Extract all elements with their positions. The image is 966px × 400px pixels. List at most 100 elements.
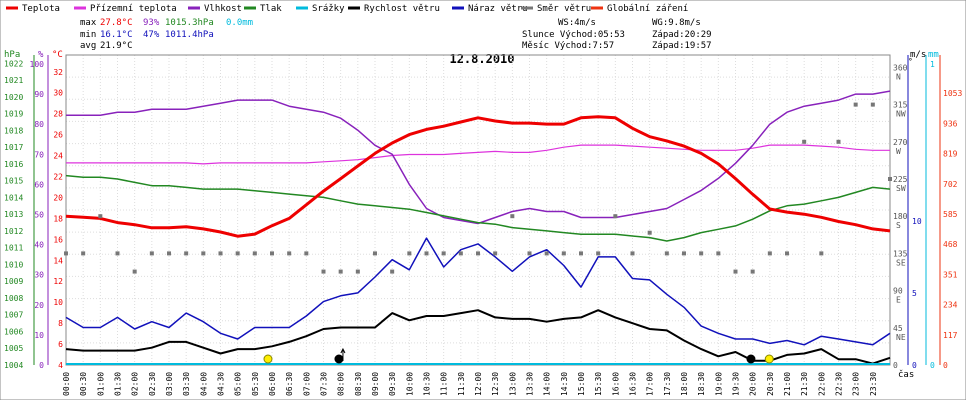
time-tick: 10:00 xyxy=(405,372,414,396)
wind-dir-point xyxy=(424,251,429,256)
time-tick: 02:00 xyxy=(131,372,140,396)
time-tick: 16:30 xyxy=(629,372,638,396)
wind-dir-point xyxy=(304,251,309,256)
time-tick: 00:00 xyxy=(62,372,71,396)
moon-info: Měsíc Východ:7:57 xyxy=(522,41,614,51)
time-tick: 23:00 xyxy=(852,372,861,396)
deg-tick: 180 xyxy=(893,212,908,221)
pct-tick: 40 xyxy=(34,241,44,250)
time-tick: 06:30 xyxy=(285,372,294,396)
pct-tick: 80 xyxy=(34,120,44,129)
time-tick: 23:30 xyxy=(869,372,878,396)
wind-dir-point xyxy=(493,251,498,256)
time-tick: 07:00 xyxy=(302,372,311,396)
wind-dir-point xyxy=(441,251,446,256)
wind-dir-point xyxy=(853,102,858,107)
wind-dir-point xyxy=(785,251,789,256)
series-line-vlhkost xyxy=(66,90,891,225)
sunrise-marker xyxy=(263,354,273,364)
hpa-tick: 1006 xyxy=(4,327,23,336)
deg-dir: NW xyxy=(896,110,906,119)
wind-dir-point xyxy=(287,251,292,256)
wind-dir-point xyxy=(252,251,257,256)
time-tick: 08:00 xyxy=(337,372,346,396)
wind-dir-point xyxy=(767,251,772,256)
stat-min-label: min xyxy=(80,30,96,40)
temp-tick: 32 xyxy=(53,68,63,77)
time-tick: 02:30 xyxy=(148,372,157,396)
time-tick: 12:00 xyxy=(474,372,483,396)
ms-tick: 5 xyxy=(912,289,917,298)
hpa-tick: 1018 xyxy=(4,126,23,135)
time-tick: 12:30 xyxy=(491,372,500,396)
wm-tick: 819 xyxy=(943,150,958,159)
wind-dir-point xyxy=(218,251,223,256)
stat-max-press: 1015.3hPa xyxy=(165,18,214,28)
time-tick: 20:30 xyxy=(766,372,775,396)
wind-dir-point xyxy=(132,269,137,274)
wind-dir-point xyxy=(836,139,841,144)
pct-tick: 30 xyxy=(34,271,44,280)
legend-label: Vlhkost xyxy=(204,4,242,14)
sunset-info: Západ:20:29 xyxy=(652,30,712,40)
time-tick: 18:30 xyxy=(697,372,706,396)
wind-dir-point xyxy=(888,177,892,181)
wind-dir-point xyxy=(201,251,206,256)
wm-tick: 702 xyxy=(943,180,958,189)
wind-dir-point xyxy=(870,102,875,107)
hpa-tick: 1021 xyxy=(4,76,23,85)
temp-tick: 14 xyxy=(53,256,63,265)
wind-dir-point xyxy=(390,269,395,274)
mm-tick: 1 xyxy=(930,60,935,69)
pct-tick: 10 xyxy=(34,331,44,340)
wind-dir-point xyxy=(338,269,343,274)
wind-dir-point xyxy=(733,269,738,274)
hpa-tick: 1020 xyxy=(4,93,23,102)
wind-dir-point xyxy=(716,251,721,256)
legend-label: Náraz větru xyxy=(468,4,528,14)
pct-tick: 0 xyxy=(39,361,44,370)
series-line-teplota xyxy=(65,115,891,238)
wind-dir-point xyxy=(149,251,154,256)
time-tick: 04:30 xyxy=(217,372,226,396)
pct-tick: 90 xyxy=(34,90,44,99)
wind-dir-point xyxy=(167,251,171,256)
deg-dir: SE xyxy=(896,258,906,267)
time-tick: 09:00 xyxy=(371,372,380,396)
temp-tick: 18 xyxy=(53,214,63,223)
temp-tick: 16 xyxy=(53,235,63,244)
wind-dir-point xyxy=(115,251,120,256)
time-tick: 21:00 xyxy=(783,372,792,396)
legend: Teplota Přízemní teplota Vlhkost Tlak Srážky… xyxy=(6,4,688,14)
wind-dir-point xyxy=(184,251,189,256)
deg-dir: E xyxy=(896,296,901,305)
time-tick: 14:30 xyxy=(560,372,569,396)
wind-dir-point xyxy=(596,251,601,256)
stat-max-hum: 93% xyxy=(143,18,160,28)
time-tick: 16:00 xyxy=(611,372,620,396)
ms-unit: m/s xyxy=(910,50,926,60)
wm-tick: 936 xyxy=(943,119,958,128)
sun-info: Slunce Východ:05:53 xyxy=(522,30,625,40)
wm-tick: 1053 xyxy=(943,89,962,98)
wind-dir-point xyxy=(458,251,463,256)
pct-tick: 50 xyxy=(34,211,44,220)
pct-tick: 70 xyxy=(34,150,44,159)
wind-dir-point xyxy=(664,251,669,256)
time-tick: 20:00 xyxy=(749,372,758,396)
time-tick: 13:30 xyxy=(526,372,535,396)
time-tick: 15:30 xyxy=(594,372,603,396)
wind-dir-point xyxy=(476,251,480,256)
moonset-info: Západ:19:57 xyxy=(652,41,712,51)
hpa-tick: 1014 xyxy=(4,193,23,202)
pct-tick: 100 xyxy=(30,60,45,69)
time-tick: 11:30 xyxy=(457,372,466,396)
wm-tick: 585 xyxy=(943,210,958,219)
axes: hPa% °C1004100510061007100810091010101110… xyxy=(4,50,962,396)
wind-dir-point xyxy=(802,139,807,144)
time-tick: 18:00 xyxy=(680,372,689,396)
time-tick: 07:30 xyxy=(320,372,329,396)
series-line-n-raz-v-tru xyxy=(65,237,891,346)
